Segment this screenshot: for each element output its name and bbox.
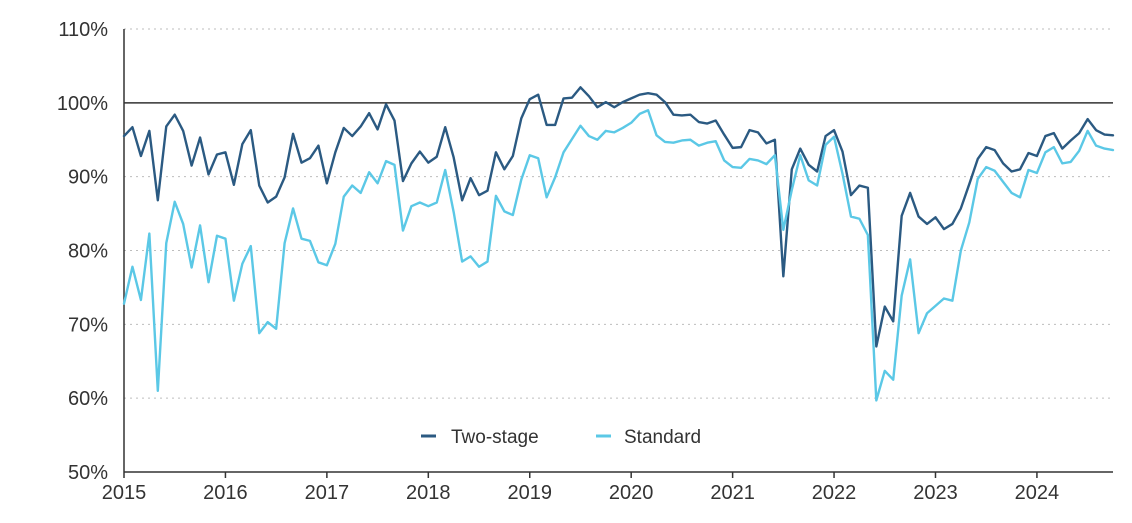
x-tick-label: 2021	[710, 482, 755, 504]
y-tick-label: 50%	[68, 462, 108, 484]
x-tick-label: 2017	[305, 482, 350, 504]
legend-item-two-stage: Two-stage	[421, 427, 539, 448]
legend-label-standard: Standard	[624, 427, 701, 448]
y-tick-labels: 50% 60% 70% 80% 90% 100% 110%	[57, 19, 108, 484]
x-tick-label: 2020	[609, 482, 654, 504]
x-tick-label: 2019	[507, 482, 552, 504]
x-tick-label: 2024	[1015, 482, 1060, 504]
legend: Two-stage Standard	[421, 427, 701, 448]
x-tick-labels: 2015 2016 2017 2018 2019 2020 2021 2022 2023 2024	[102, 482, 1059, 504]
series-lines	[122, 86, 1115, 402]
y-tick-label: 90%	[68, 167, 108, 189]
y-tick-label: 60%	[68, 388, 108, 410]
series-line-standard	[122, 109, 1115, 402]
x-tick-label: 2018	[406, 482, 451, 504]
x-tick-label: 2023	[913, 482, 958, 504]
y-tick-label: 100%	[57, 93, 108, 115]
x-tick-label: 2016	[203, 482, 248, 504]
legend-label-two-stage: Two-stage	[451, 427, 539, 448]
legend-item-standard: Standard	[596, 427, 701, 448]
y-tick-label: 80%	[68, 241, 108, 263]
axes	[123, 29, 1113, 478]
x-tick-label: 2015	[102, 482, 147, 504]
y-tick-label: 110%	[58, 19, 108, 41]
series-line-two-stage	[122, 86, 1115, 348]
x-tick-label: 2022	[812, 482, 857, 504]
y-tick-label: 70%	[68, 314, 108, 336]
grid-lines	[124, 28, 1113, 399]
